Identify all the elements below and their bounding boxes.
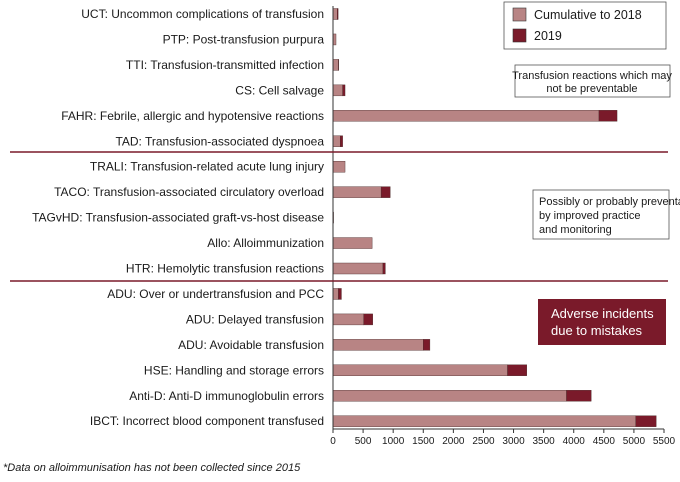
- category-label: CS: Cell salvage: [235, 83, 324, 97]
- legend: Cumulative to 2018 2019: [504, 2, 666, 49]
- x-tick-label: 4000: [563, 436, 586, 447]
- group-box-not-preventable: Transfusion reactions which may not be p…: [512, 65, 672, 97]
- group-box-line: Transfusion reactions which may: [512, 70, 672, 82]
- bar-cumulative: [333, 339, 423, 350]
- footnote: *Data on alloimmunisation has not been c…: [3, 462, 301, 474]
- bar-cumulative: [333, 85, 343, 96]
- legend-label-2019: 2019: [534, 29, 562, 43]
- bar-cumulative: [333, 390, 567, 401]
- bar-cumulative: [333, 263, 383, 274]
- category-label: ADU: Delayed transfusion: [186, 312, 324, 326]
- bar-cumulative: [333, 365, 508, 376]
- group-box-preventable: Possibly or probably preventable by impr…: [533, 190, 680, 239]
- category-label: UCT: Uncommon complications of transfusi…: [81, 7, 324, 21]
- bar-2019: [340, 136, 342, 147]
- bar-cumulative: [333, 187, 381, 198]
- legend-swatch-2019: [513, 29, 526, 42]
- bar-cumulative: [333, 238, 372, 249]
- bar-cumulative: [333, 314, 364, 325]
- bar-2019: [381, 187, 390, 198]
- category-label: TAD: Transfusion-associated dyspnoea: [115, 134, 324, 148]
- category-label: HTR: Hemolytic transfusion reactions: [126, 262, 324, 276]
- category-label: TAGvHD: Transfusion-associated graft-vs-…: [32, 211, 324, 225]
- x-tick-label: 500: [355, 436, 372, 447]
- x-tick-label: 1500: [412, 436, 435, 447]
- x-tick-label: 5000: [623, 436, 646, 447]
- legend-label-cumulative: Cumulative to 2018: [534, 8, 642, 22]
- category-label: IBCT: Incorrect blood component transfus…: [90, 414, 324, 428]
- bar-2019: [423, 339, 430, 350]
- x-tick-label: 2000: [442, 436, 465, 447]
- x-tick-label: 5500: [653, 436, 676, 447]
- category-label: TTI: Transfusion-transmitted infection: [126, 58, 324, 72]
- group-box-line: and monitoring: [539, 224, 612, 236]
- category-label: FAHR: Febrile, allergic and hypotensive …: [61, 109, 324, 123]
- category-label: HSE: Handling and storage errors: [144, 363, 324, 377]
- bar-2019: [508, 365, 527, 376]
- category-label: TACO: Transfusion-associated circulatory…: [54, 185, 324, 199]
- x-tick-label: 4500: [593, 436, 616, 447]
- group-box-line: due to mistakes: [551, 323, 643, 338]
- legend-swatch-cumulative: [513, 8, 526, 21]
- group-box-line: Possibly or probably preventable: [539, 196, 680, 208]
- bar-2019: [338, 288, 341, 299]
- category-label: ADU: Over or undertransfusion and PCC: [107, 287, 324, 301]
- group-box-line: Adverse incidents: [551, 306, 654, 321]
- bar-2019: [364, 314, 373, 325]
- x-tick-label: 3000: [502, 436, 525, 447]
- x-tick-label: 1000: [382, 436, 405, 447]
- category-label: Anti-D: Anti-D immunoglobulin errors: [129, 389, 324, 403]
- bar-2019: [337, 9, 338, 20]
- bar-cumulative: [333, 110, 599, 121]
- bar-2019: [567, 390, 592, 401]
- x-tick-label: 3500: [533, 436, 556, 447]
- bar-2019: [343, 85, 345, 96]
- group-box-line: by improved practice: [539, 210, 641, 222]
- bar-cumulative: [333, 9, 337, 20]
- category-label: ADU: Avoidable transfusion: [178, 338, 324, 352]
- bar-cumulative: [333, 161, 345, 172]
- bar-cumulative: [333, 136, 340, 147]
- bar-2019: [636, 416, 656, 427]
- category-label: PTP: Post-transfusion purpura: [163, 32, 325, 46]
- bar-cumulative: [333, 59, 338, 70]
- bar-cumulative: [333, 288, 338, 299]
- x-tick-label: 0: [330, 436, 336, 447]
- bar-2019: [383, 263, 385, 274]
- category-label: Allo: Alloimmunization: [207, 236, 324, 250]
- category-labels: UCT: Uncommon complications of transfusi…: [32, 7, 324, 428]
- group-box-mistakes: Adverse incidents due to mistakes: [538, 299, 666, 345]
- group-box-line: not be preventable: [546, 83, 637, 95]
- bar-2019: [599, 110, 617, 121]
- x-tick-label: 2500: [472, 436, 495, 447]
- bar-cumulative: [333, 416, 636, 427]
- category-label: TRALI: Transfusion-related acute lung in…: [90, 160, 324, 174]
